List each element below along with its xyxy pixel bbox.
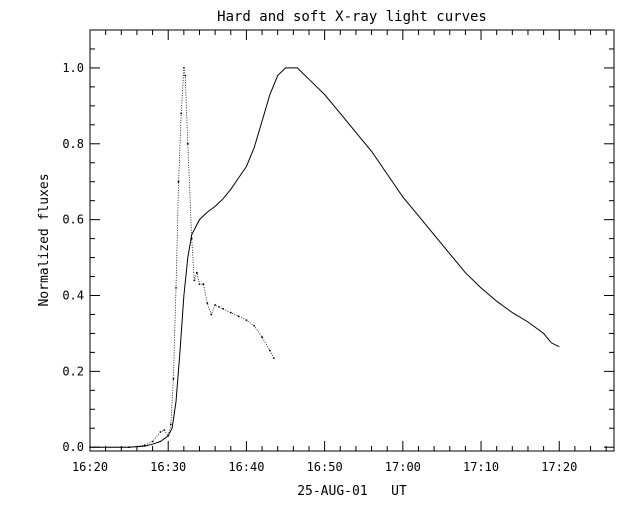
- x-tick-label: 17:20: [541, 460, 577, 474]
- x-tick-label: 17:10: [463, 460, 499, 474]
- hard-xray-point: [261, 336, 263, 339]
- hard-xray-point: [177, 180, 180, 183]
- hard-xray-point: [186, 142, 189, 145]
- x-tick-label: 16:50: [307, 460, 343, 474]
- hard-xray-point: [237, 315, 240, 318]
- hard-xray-point: [190, 237, 193, 240]
- hard-xray-point: [172, 378, 175, 380]
- hard-xray-point: [193, 279, 196, 282]
- hard-xray-point: [183, 67, 185, 69]
- hard-xray-point: [269, 349, 271, 352]
- x-axis-label: 25-AUG-01 UT: [297, 484, 407, 499]
- hard-xray-point: [202, 283, 205, 285]
- x-tick-label: 16:40: [228, 460, 264, 474]
- y-tick-label: 0.6: [62, 213, 84, 227]
- hard-xray-point: [151, 440, 154, 443]
- hard-xray-point: [184, 74, 187, 77]
- hard-xray-point: [89, 446, 91, 449]
- hard-xray-point: [253, 324, 256, 327]
- hard-xray-point: [143, 444, 146, 447]
- y-tick-label: 0.0: [62, 440, 84, 454]
- hard-xray-point: [222, 307, 224, 310]
- hard-xray-point: [167, 434, 170, 437]
- y-tick-label: 0.4: [62, 288, 84, 302]
- hard-xray-point: [210, 313, 213, 316]
- series-layer: [89, 67, 560, 449]
- hard-xray-point: [159, 431, 162, 433]
- hard-xray-point: [198, 283, 201, 285]
- x-tick-label: 17:00: [385, 460, 421, 474]
- hard-xray-point: [175, 287, 177, 289]
- soft-xray-curve: [90, 67, 560, 448]
- hard-xray-point: [206, 302, 209, 304]
- hard-xray-point: [163, 429, 166, 431]
- y-tick-label: 0.2: [62, 364, 84, 378]
- hard-xray-point: [218, 306, 220, 308]
- y-axis-label: Normalized fluxes: [37, 173, 52, 306]
- chart-title: Hard and soft X-ray light curves: [217, 9, 487, 25]
- plot-frame: [89, 29, 615, 452]
- hard-xray-point: [272, 357, 275, 359]
- axes: 0.0 0.2 0.4 0.6 0.8 1.0 16:20 16:30 16:40 16:50 17…: [62, 30, 614, 474]
- hard-xray-curve: [90, 67, 275, 448]
- y-tick-label: 0.8: [62, 137, 84, 151]
- hard-xray-point: [214, 304, 217, 306]
- hard-xray-point: [229, 311, 232, 314]
- hard-xray-point: [196, 271, 198, 274]
- x-tick-label: 16:20: [72, 460, 108, 474]
- hard-xray-point: [180, 112, 183, 115]
- y-tick-label: 1.0: [62, 61, 84, 75]
- hard-xray-point: [169, 423, 172, 426]
- hard-xray-point: [245, 319, 248, 321]
- hard-xray-point: [128, 446, 131, 449]
- x-tick-label: 16:30: [150, 460, 186, 474]
